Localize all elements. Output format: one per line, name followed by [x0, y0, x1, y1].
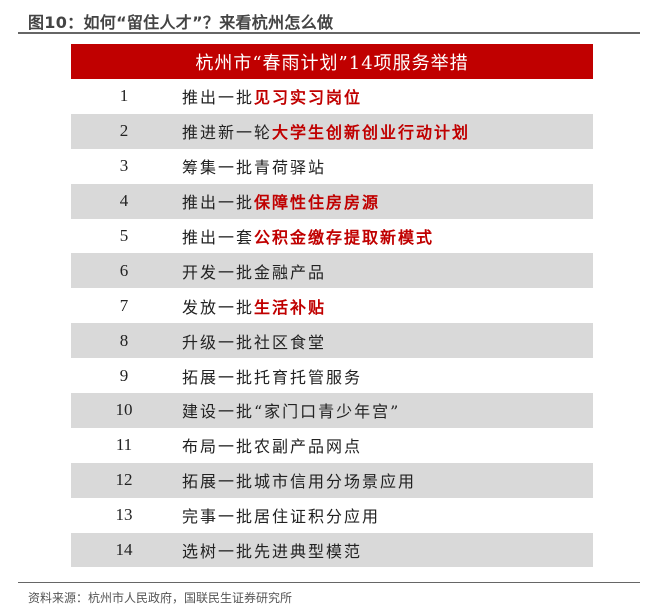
- row-measure: 拓展一批托育托管服务: [177, 364, 362, 388]
- measure-text: 开发一批金融产品: [182, 262, 327, 282]
- measure-text: 推出一套: [182, 228, 255, 247]
- table-header: 杭州市“春雨计划”14项服务举措: [71, 44, 593, 79]
- source-note: 资料来源：杭州市人民政府，国联民生证券研究所: [28, 591, 293, 605]
- measure-highlight: 保障性住房房源: [254, 193, 381, 213]
- table-row: 8 升级一批社区食堂: [71, 323, 593, 359]
- table-row: 5 推出一套公积金缴存提取新模式: [71, 219, 593, 254]
- table-row: 10 建设一批“家门口青少年宫”: [71, 393, 593, 428]
- row-measure: 选树一批先进典型模范: [177, 538, 362, 562]
- measure-text: 升级一批社区食堂: [182, 332, 327, 352]
- table-row: 11 布局一批农副产品网点: [71, 428, 593, 463]
- table-row: 13 完事一批居住证积分应用: [71, 498, 593, 533]
- measure-highlight: 生活补贴: [254, 297, 327, 317]
- row-measure: 推出一批保障性住房房源: [177, 189, 380, 213]
- row-number: 9: [119, 365, 129, 385]
- row-measure: 完事一批居住证积分应用: [177, 503, 380, 527]
- row-number: 6: [119, 260, 129, 280]
- figure-title: 图10：如何“留住人才”？来看杭州怎么做: [28, 13, 334, 32]
- measure-text: 拓展一批城市信用分场景应用: [182, 472, 417, 492]
- row-measure: 推出一批见习实习岗位: [177, 84, 362, 108]
- row-measure: 拓展一批城市信用分场景应用: [177, 468, 416, 492]
- measure-text: 布局一批农副产品网点: [182, 437, 363, 457]
- row-number: 2: [119, 121, 129, 141]
- measure-text: 完事一批居住证积分应用: [182, 507, 381, 527]
- measure-text: 发放一批: [182, 297, 255, 317]
- row-number: 13: [115, 505, 133, 525]
- row-number: 10: [115, 400, 133, 420]
- row-measure: 发放一批生活补贴: [177, 294, 326, 318]
- row-number: 8: [119, 330, 129, 350]
- measure-text: 拓展一批托育托管服务: [182, 367, 363, 387]
- row-measure: 升级一批社区食堂: [177, 329, 326, 353]
- row-measure: 开发一批金融产品: [177, 259, 326, 283]
- row-number: 5: [119, 226, 129, 245]
- footer-divider: [18, 582, 640, 583]
- row-measure: 推出一套公积金缴存提取新模式: [177, 224, 434, 248]
- measure-highlight: 见习实习岗位: [254, 88, 363, 108]
- measure-highlight: 大学生创新创业行动计划: [272, 123, 471, 143]
- row-number: 3: [119, 156, 129, 176]
- row-number: 7: [119, 295, 129, 315]
- table-body: 1 推出一批见习实习岗位 2 推进新一轮大学生创新创业行动计划 3 筹集一批青荷驿站 4 推出…: [71, 79, 593, 568]
- measure-text: 推出一批: [182, 193, 255, 213]
- row-number: 12: [115, 470, 133, 490]
- row-measure: 推进新一轮大学生创新创业行动计划: [177, 119, 470, 143]
- row-measure: 建设一批“家门口青少年宫”: [177, 398, 400, 422]
- table-row: 9 拓展一批托育托管服务: [71, 358, 593, 393]
- row-number: 1: [119, 86, 129, 106]
- measure-text: 筹集一批青荷驿站: [182, 158, 327, 178]
- table-row: 7 发放一批生活补贴: [71, 288, 593, 323]
- row-measure: 筹集一批青荷驿站: [177, 154, 326, 178]
- row-number: 11: [115, 435, 133, 455]
- measure-highlight: 公积金缴存提取新模式: [254, 228, 435, 247]
- table-row: 1 推出一批见习实习岗位: [71, 79, 593, 114]
- measure-text: 建设一批“家门口青少年宫”: [182, 402, 401, 422]
- table-row: 6 开发一批金融产品: [71, 253, 593, 289]
- table-row: 4 推出一批保障性住房房源: [71, 183, 593, 219]
- table-row: 12 拓展一批城市信用分场景应用: [71, 462, 593, 498]
- row-number: 14: [115, 540, 133, 560]
- measure-text: 推进新一轮: [182, 123, 273, 143]
- measure-text: 选树一批先进典型模范: [182, 542, 363, 562]
- row-number: 4: [119, 191, 129, 211]
- title-divider: [18, 32, 640, 34]
- measures-table: 杭州市“春雨计划”14项服务举措 1 推出一批见习实习岗位 2 推进新一轮大学生创新创…: [71, 44, 593, 568]
- measure-text: 推出一批: [182, 88, 255, 108]
- table-row: 2 推进新一轮大学生创新创业行动计划: [71, 113, 593, 149]
- table-row: 3 筹集一批青荷驿站: [71, 149, 593, 184]
- row-measure: 布局一批农副产品网点: [177, 433, 362, 457]
- table-row: 14 选树一批先进典型模范: [71, 532, 593, 568]
